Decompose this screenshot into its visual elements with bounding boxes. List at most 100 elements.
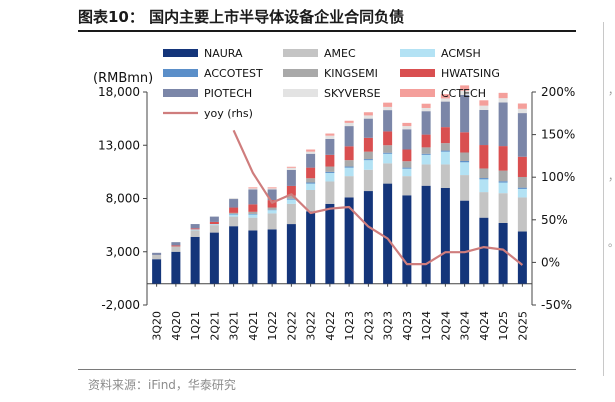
y2-tick-label: 200%: [541, 85, 575, 99]
bar-segment-naura: [517, 231, 527, 284]
bar-segment-acmsh: [209, 224, 219, 226]
bar-segment-hwatsing: [363, 137, 373, 152]
yoy-line-series: [232, 129, 524, 266]
bar-segment-amec: [190, 230, 200, 237]
x-tick-label: 3Q20: [151, 311, 164, 341]
bar-segment-naura: [267, 229, 277, 284]
bar-segment-kingsemi: [267, 207, 277, 210]
bar-segment-kingsemi: [421, 147, 431, 154]
bar-segment-acmsh: [286, 199, 296, 204]
bar-segment-acmsh: [229, 214, 239, 217]
bar-segment-kingsemi: [286, 195, 296, 199]
bar-segment-accotest: [306, 182, 316, 184]
bar-segment-hwatsing: [479, 145, 489, 169]
bar-segment-skyverse: [517, 108, 527, 114]
bar-segment-skyverse: [402, 126, 412, 130]
bar-segment-hwatsing: [517, 156, 527, 177]
bar-segment-cctech: [306, 149, 316, 152]
bar-segment-piotech: [479, 109, 489, 146]
y-tick-label: -2,000: [101, 298, 140, 312]
bar-segment-accotest: [440, 150, 450, 152]
bar-segment-cctech: [267, 187, 277, 189]
bar-segment-piotech: [171, 242, 181, 246]
bar-segment-cctech: [421, 103, 431, 108]
bar-segment-amec: [267, 213, 277, 230]
bar-segment-hwatsing: [325, 154, 335, 167]
bar-segment-cctech: [363, 112, 373, 116]
bar-segment-skyverse: [440, 98, 450, 102]
bar-segment-amec: [517, 197, 527, 232]
bar-segment-piotech: [383, 110, 393, 132]
chart-legend: NAURA AMEC ACMSH ACCOTEST KINGSEMI HWATSING PI…: [163, 47, 500, 120]
bar-segment-hwatsing: [306, 167, 316, 179]
bar-segment-accotest: [344, 166, 354, 168]
bar-segment-kingsemi: [344, 160, 354, 167]
bar-segment-kingsemi: [383, 145, 393, 153]
bar-segment-naura: [363, 191, 373, 284]
bar-segment-skyverse: [344, 122, 354, 127]
bar-segment-acmsh: [363, 160, 373, 170]
edge-mark: ，: [608, 82, 615, 98]
right-edge-rule: [603, 22, 604, 376]
bar-segment-cctech: [344, 120, 354, 123]
x-tick-label: 1Q25: [497, 311, 510, 341]
bar-segment-skyverse: [479, 105, 489, 110]
bar-segment-naura: [479, 217, 489, 284]
edge-mark: ，: [608, 168, 615, 184]
bar-segment-naura: [460, 200, 470, 284]
bar-segment-hwatsing: [498, 146, 508, 171]
y2-tick-label: 100%: [541, 170, 575, 184]
bar-segment-piotech: [402, 129, 412, 150]
bar-segment-hwatsing: [383, 131, 393, 146]
bar-segment-skyverse: [498, 98, 508, 103]
x-tick-label: 4Q22: [324, 311, 337, 341]
legend-swatch-skyverse: [283, 89, 318, 97]
bar-segment-hwatsing: [209, 221, 219, 225]
bar-segment-amec: [209, 225, 219, 233]
bar-segment-naura: [344, 197, 354, 284]
bar-segment-amec: [498, 193, 508, 223]
bar-segment-cctech: [402, 122, 412, 127]
bar-segment-naura: [306, 211, 316, 284]
chart-yoy-line: [232, 129, 524, 266]
bar-segment-hwatsing: [402, 149, 412, 162]
bar-segment-cctech: [286, 166, 296, 168]
bar-segment-naura: [383, 183, 393, 284]
bar-segment-piotech: [421, 111, 431, 135]
x-tick-label: 3Q21: [228, 311, 241, 341]
bar-segment-skyverse: [248, 188, 258, 190]
bar-segment-piotech: [460, 94, 470, 133]
bar-segment-amec: [440, 164, 450, 188]
y2-tick-label: 50%: [541, 213, 568, 227]
x-tick-label: 2Q21: [208, 311, 221, 341]
bar-segment-hwatsing: [440, 127, 450, 144]
bar-segment-kingsemi: [517, 176, 527, 188]
legend-swatch-kingsemi: [283, 69, 318, 77]
x-tick-label: 4Q24: [478, 311, 491, 341]
bar-segment-acmsh: [248, 214, 258, 218]
y-tick-label: 13,000: [98, 138, 140, 152]
bar-segment-accotest: [402, 167, 412, 169]
bar-segment-hwatsing: [229, 207, 239, 213]
bar-segment-amec: [229, 216, 239, 227]
legend-swatch-accotest: [163, 69, 198, 77]
x-tick-label: 2Q24: [439, 311, 452, 341]
source-rule: [78, 369, 576, 370]
bar-segment-skyverse: [267, 188, 277, 190]
bar-segment-piotech: [498, 102, 508, 147]
bar-segment-kingsemi: [498, 170, 508, 182]
x-tick-label: 3Q23: [382, 311, 395, 341]
bar-segment-acmsh: [190, 229, 200, 231]
bar-segment-acmsh: [440, 151, 450, 165]
x-tick-label: 1Q23: [343, 311, 356, 341]
bar-segment-naura: [440, 187, 450, 284]
bar-segment-acmsh: [421, 154, 431, 165]
bar-segment-amec: [325, 181, 335, 204]
bar-segment-hwatsing: [421, 134, 431, 148]
bar-segment-naura: [248, 230, 258, 284]
bar-segment-naura: [286, 224, 296, 284]
bar-segment-acmsh: [267, 210, 277, 214]
bar-segment-hwatsing: [286, 185, 296, 196]
legend-label-hwatsing: HWATSING: [441, 67, 500, 80]
legend-label-skyverse: SKYVERSE: [324, 87, 381, 100]
